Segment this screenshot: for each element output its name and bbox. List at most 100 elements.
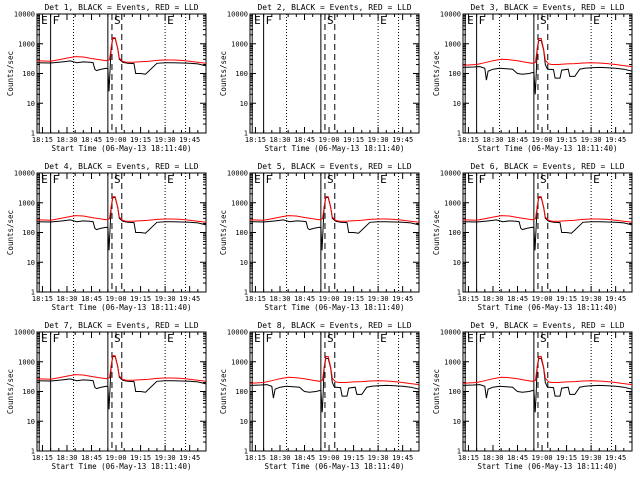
y-tick-label: 10	[453, 418, 461, 426]
y-axis-label: Counts/sec	[219, 369, 228, 414]
y-tick-label: 1	[244, 448, 248, 456]
x-tick-label: 19:00	[319, 136, 340, 144]
panel-det-5: Det 5, BLACK = Events, RED = LLD 1 10 100 10…	[219, 162, 420, 312]
event-marker-label: E	[380, 173, 387, 186]
panel-det-8: Det 8, BLACK = Events, RED = LLD 1 10 100 10…	[219, 321, 420, 471]
x-tick-label: 19:30	[581, 454, 602, 462]
x-tick-label: 19:00	[532, 454, 553, 462]
event-marker-label: E	[380, 14, 387, 27]
x-tick-label: 19:30	[581, 295, 602, 303]
y-tick-label: 1000	[231, 358, 248, 366]
event-marker-label: E	[41, 173, 48, 186]
panel-det-6: Det 6, BLACK = Events, RED = LLD 1 10 100 10…	[432, 162, 633, 312]
x-axis-label: Start Time (06-May-13 18:11:40)	[478, 462, 618, 471]
panel-det-2: Det 2, BLACK = Events, RED = LLD 1 10 100 10…	[219, 3, 420, 153]
x-tick-label: 19:30	[155, 136, 176, 144]
y-tick-label: 100	[22, 229, 35, 237]
x-tick-label: 19:30	[155, 454, 176, 462]
y-axis-label: Counts/sec	[6, 210, 15, 255]
y-tick-label: 1000	[18, 40, 35, 48]
x-tick-label: 18:45	[81, 454, 102, 462]
series-lld-line	[462, 356, 633, 386]
event-marker-label: S	[327, 14, 334, 27]
x-tick-label: 19:00	[319, 454, 340, 462]
y-axis-label: Counts/sec	[432, 369, 441, 414]
y-tick-label: 10000	[14, 11, 35, 19]
x-tick-label: 19:30	[581, 136, 602, 144]
x-tick-label: 19:45	[179, 454, 200, 462]
x-tick-label: 18:15	[32, 295, 53, 303]
x-tick-label: 19:15	[130, 295, 151, 303]
event-marker-label: F	[479, 14, 486, 27]
event-marker-label: E	[467, 332, 474, 345]
y-tick-label: 100	[235, 388, 248, 396]
event-marker-label: F	[479, 332, 486, 345]
series-lld-line	[36, 355, 207, 382]
event-marker-label: F	[479, 173, 486, 186]
x-tick-label: 18:45	[81, 295, 102, 303]
x-tick-label: 19:15	[130, 136, 151, 144]
event-marker-label: S	[540, 173, 547, 186]
x-tick-label: 19:15	[130, 454, 151, 462]
x-axis-label: Start Time (06-May-13 18:11:40)	[265, 303, 405, 312]
y-tick-label: 100	[448, 388, 461, 396]
x-tick-label: 19:30	[368, 454, 389, 462]
x-tick-label: 19:15	[556, 454, 577, 462]
y-tick-label: 1000	[18, 358, 35, 366]
x-tick-label: 19:30	[368, 136, 389, 144]
x-tick-label: 18:15	[245, 136, 266, 144]
x-tick-label: 19:45	[605, 295, 626, 303]
x-tick-label: 18:45	[294, 454, 315, 462]
x-axis-label: Start Time (06-May-13 18:11:40)	[478, 144, 618, 153]
x-axis-label: Start Time (06-May-13 18:11:40)	[52, 462, 192, 471]
series-lld-line	[36, 196, 207, 223]
y-tick-label: 10	[27, 100, 35, 108]
panel-title: Det 7, BLACK = Events, RED = LLD	[44, 321, 198, 330]
y-tick-label: 1000	[444, 199, 461, 207]
panel-title: Det 8, BLACK = Events, RED = LLD	[257, 321, 411, 330]
x-tick-label: 18:15	[458, 454, 479, 462]
event-marker-label: S	[540, 332, 547, 345]
y-axis-label: Counts/sec	[432, 51, 441, 96]
y-tick-label: 1000	[231, 199, 248, 207]
event-marker-label: E	[167, 14, 174, 27]
panel-det-1: Det 1, BLACK = Events, RED = LLD 1 10 100 10…	[6, 3, 207, 153]
panel-det-7: Det 7, BLACK = Events, RED = LLD 1 10 100 10…	[6, 321, 207, 471]
x-tick-label: 19:00	[532, 295, 553, 303]
x-tick-label: 19:45	[179, 295, 200, 303]
event-marker-label: S	[327, 332, 334, 345]
panel-title: Det 3, BLACK = Events, RED = LLD	[470, 3, 624, 12]
y-tick-label: 100	[22, 388, 35, 396]
x-axis-label: Start Time (06-May-13 18:11:40)	[478, 303, 618, 312]
y-tick-label: 10000	[227, 11, 248, 19]
event-marker-label: E	[167, 332, 174, 345]
event-marker-label: S	[114, 332, 121, 345]
y-axis-label: Counts/sec	[219, 210, 228, 255]
y-tick-label: 1000	[444, 40, 461, 48]
event-marker-label: E	[593, 14, 600, 27]
y-axis-label: Counts/sec	[432, 210, 441, 255]
series-lld-line	[249, 356, 420, 386]
y-tick-label: 10	[240, 259, 248, 267]
y-tick-label: 1	[31, 448, 35, 456]
x-tick-label: 19:45	[605, 454, 626, 462]
event-marker-label: E	[41, 14, 48, 27]
panel-det-9: Det 9, BLACK = Events, RED = LLD 1 10 100 10…	[432, 321, 633, 471]
y-tick-label: 100	[235, 229, 248, 237]
x-tick-label: 18:15	[32, 454, 53, 462]
event-marker-label: E	[254, 332, 261, 345]
x-tick-label: 18:30	[269, 295, 290, 303]
event-marker-label: F	[266, 332, 273, 345]
x-tick-label: 19:30	[155, 295, 176, 303]
x-tick-label: 18:15	[245, 454, 266, 462]
series-lld-line	[249, 196, 420, 223]
event-marker-label: S	[540, 14, 547, 27]
x-axis-label: Start Time (06-May-13 18:11:40)	[265, 144, 405, 153]
x-tick-label: 18:45	[507, 454, 528, 462]
x-tick-label: 18:45	[294, 136, 315, 144]
x-tick-label: 18:30	[56, 454, 77, 462]
x-tick-label: 19:00	[106, 454, 127, 462]
x-tick-label: 18:30	[269, 136, 290, 144]
y-tick-label: 1000	[18, 199, 35, 207]
event-marker-label: F	[53, 173, 60, 186]
